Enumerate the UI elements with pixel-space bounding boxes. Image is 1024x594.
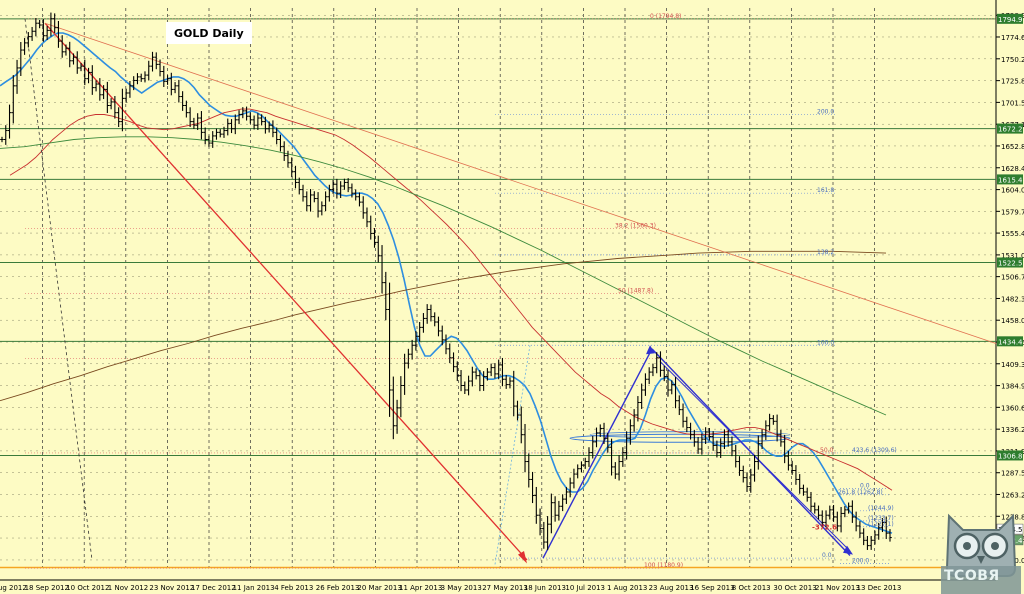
fibonacci-label: 0.0 bbox=[822, 552, 832, 559]
price-tick-label: 1384.9 bbox=[1001, 383, 1024, 391]
long-resistance-line bbox=[44, 22, 997, 344]
level-tag-label: 1434.4 bbox=[998, 338, 1023, 346]
date-tick-label: 18 Jun 2013 bbox=[524, 584, 566, 592]
fibonacci-label: 423.6 (1309.6) bbox=[852, 447, 897, 454]
fibonacci-label: 0 (1794.8) bbox=[650, 13, 681, 20]
date-tick-label: 23 Nov 2012 bbox=[149, 584, 194, 592]
blue-arrow-head-icon bbox=[843, 545, 853, 555]
date-tick-label: 16 Sep 2013 bbox=[690, 584, 734, 592]
price-tick-label: 1652.8 bbox=[1001, 143, 1024, 151]
fibonacci-label: 50 (1487.8) bbox=[618, 288, 653, 295]
date-tick-label: 13 Dec 2013 bbox=[857, 584, 902, 592]
trend-lines bbox=[24, 18, 997, 565]
fibonacci-label: (1227.1) bbox=[868, 521, 894, 528]
date-tick-label: 10 Oct 2012 bbox=[66, 584, 109, 592]
fibonacci-label: 138.2 bbox=[817, 249, 834, 256]
red-arrow-head-icon bbox=[518, 551, 527, 564]
price-tick-label: 1458.0 bbox=[1001, 317, 1024, 325]
red-moving-average bbox=[9, 108, 893, 491]
price-tick-label: 1604.0 bbox=[1001, 187, 1024, 195]
level-tag bbox=[997, 13, 1023, 24]
fibonacci-negative-label: -372.6 bbox=[812, 524, 837, 532]
consolidation-ellipse bbox=[569, 433, 791, 443]
fibonacci-label: 0.0 bbox=[860, 482, 870, 489]
date-tick-label: 20 Mar 2013 bbox=[357, 584, 401, 592]
red-downtrend-line bbox=[44, 22, 528, 561]
level-tag-label: 1794.9 bbox=[998, 16, 1023, 24]
fibonacci-label: 50.0 bbox=[820, 447, 834, 454]
fibonacci-label: 100.0 bbox=[817, 339, 834, 346]
date-tick-label: 18 Sep 2012 bbox=[25, 584, 69, 592]
date-tick-label: 4 Feb 2013 bbox=[274, 584, 313, 592]
watermark-text: ТСОВЯ bbox=[944, 568, 1000, 584]
level-tag bbox=[997, 123, 1023, 134]
fibonacci-label: 38.2 (1560.3) bbox=[615, 223, 656, 230]
level-tag bbox=[997, 174, 1023, 185]
price-tick-label: 1555.4 bbox=[1001, 230, 1024, 238]
date-tick-label: 3 May 2013 bbox=[441, 584, 482, 592]
price-tick-label: 1750.2 bbox=[1001, 56, 1024, 64]
level-tag bbox=[997, 450, 1023, 461]
price-tick-label: 1263.2 bbox=[1001, 491, 1024, 499]
date-tick-label: 1 Aug 2013 bbox=[607, 584, 647, 592]
price-tick-label: 1336.2 bbox=[1001, 426, 1024, 434]
dashed-projection-line bbox=[24, 18, 93, 560]
fibonacci-lines bbox=[25, 18, 996, 569]
price-tick-label: 1409.3 bbox=[1001, 361, 1024, 369]
fibonacci-label: 161.8 bbox=[817, 187, 834, 194]
price-tick-label: 1531.0 bbox=[1001, 252, 1024, 260]
consolidation-ellipse bbox=[589, 431, 791, 439]
price-tick-label: 1701.5 bbox=[1001, 99, 1024, 107]
fibonacci-label: (1244.9) bbox=[868, 505, 894, 512]
fibonacci-label: 100 (1180.9) bbox=[644, 562, 683, 569]
date-tick-label: 26 Feb 2013 bbox=[316, 584, 360, 592]
date-tick-label: 28 Aug 2012 bbox=[0, 584, 27, 592]
date-tick-label: 30 Oct 2013 bbox=[773, 584, 816, 592]
wave-up-line bbox=[542, 348, 653, 559]
fibonacci-label: 261.8 (1262.8) bbox=[838, 489, 883, 496]
price-tick-label: 1506.7 bbox=[1001, 274, 1024, 282]
fibonacci-label: 200.0 bbox=[852, 558, 869, 565]
price-bars bbox=[0, 12, 892, 551]
price-tick-label: 1482.3 bbox=[1001, 295, 1024, 303]
dotted-projection-line bbox=[494, 345, 531, 565]
fibonacci-label: (1233.7) bbox=[868, 515, 894, 522]
chart-title: GOLD Daily bbox=[174, 27, 244, 40]
date-tick-label: 21 Nov 2013 bbox=[815, 584, 860, 592]
date-tick-label: 17 Dec 2012 bbox=[191, 584, 236, 592]
level-tag bbox=[997, 257, 1023, 268]
brown-moving-average bbox=[0, 250, 887, 402]
blue-arrow-up-icon bbox=[646, 345, 655, 355]
date-tick-label: 11 Apr 2013 bbox=[399, 584, 442, 592]
date-tick-label: 10 Jul 2013 bbox=[565, 584, 605, 592]
fibonacci-label: 200.0 bbox=[817, 108, 834, 115]
price-tick-label: 1628.4 bbox=[1001, 165, 1024, 173]
price-tick-label: 1579.7 bbox=[1001, 208, 1024, 216]
price-tick-label: 1725.8 bbox=[1001, 78, 1024, 86]
vertical-grid bbox=[0, 0, 997, 581]
price-tick-label: 1774.6 bbox=[1001, 34, 1024, 42]
owl-logo-icon bbox=[941, 513, 1021, 594]
price-tick-label: 1360.6 bbox=[1001, 404, 1024, 412]
date-tick-label: 23 Aug 2013 bbox=[649, 584, 694, 592]
date-tick-label: 27 May 2013 bbox=[482, 584, 528, 592]
level-tag-label: 1306.8 bbox=[998, 452, 1023, 460]
price-tick-label: 1287.5 bbox=[1001, 470, 1024, 478]
level-tag-label: 1522.5 bbox=[998, 260, 1023, 268]
date-tick-label: 1 Nov 2012 bbox=[108, 584, 148, 592]
fibonacci-labels: 0 (1794.8) 200.0 161.8 38.2 (1560.3) 138.2 50… bbox=[615, 13, 897, 569]
level-tag-label: 1672.2 bbox=[998, 126, 1023, 134]
date-tick-label: 8 Oct 2013 bbox=[732, 584, 771, 592]
chart-title-box bbox=[166, 22, 252, 44]
date-tick-label: 11 Jan 2013 bbox=[233, 584, 275, 592]
level-tag bbox=[997, 336, 1023, 347]
level-tag-label: 1615.4 bbox=[998, 176, 1023, 184]
